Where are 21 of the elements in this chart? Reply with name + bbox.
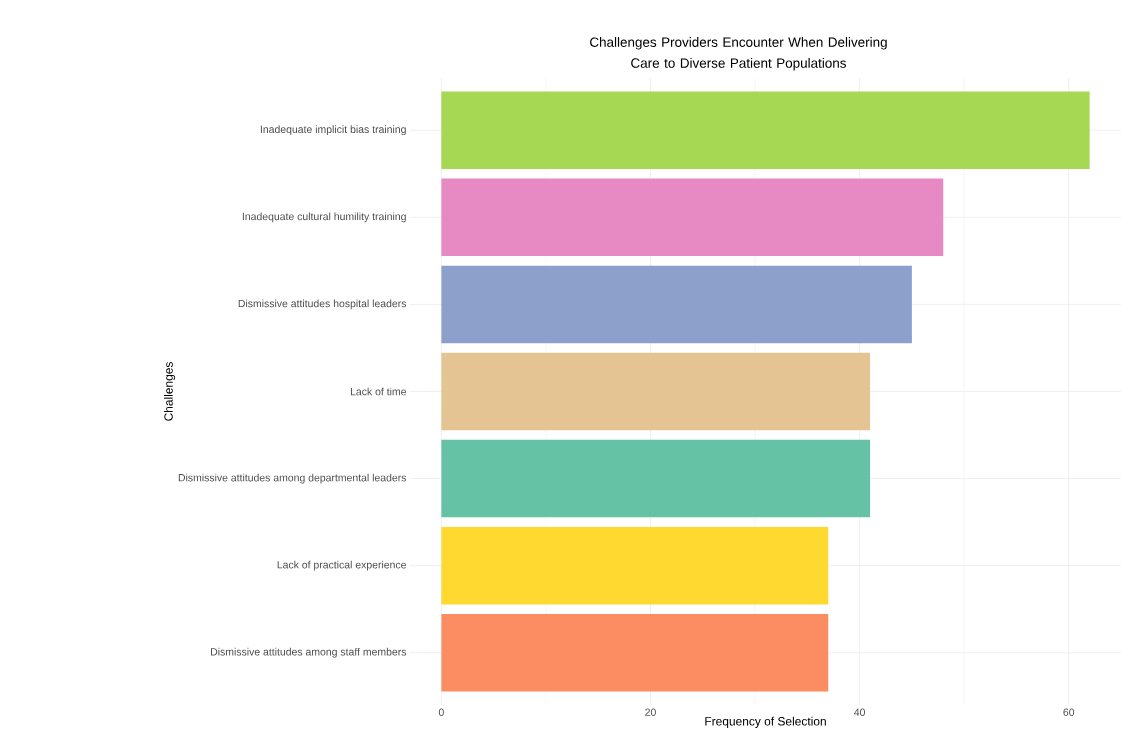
y-tick-label: Dismissive attitudes among departmental leaders [178, 473, 407, 484]
x-tick-label: 40 [854, 708, 866, 716]
bar [441, 91, 1090, 169]
y-tick-label: Lack of time [350, 387, 406, 396]
chart-title: Challenges Providers Encounter When Delivering Care to Diverse Patient Populations [590, 37, 887, 71]
y-tick-label: Dismissive attitudes hospital leaders [238, 299, 407, 310]
y-tick-label: Lack of practical experience [277, 560, 406, 571]
bar [441, 352, 871, 431]
y-tick-label: Inadequate implicit bias training [260, 125, 406, 136]
y-tick-label: Dismissive attitudes among staff members [211, 647, 407, 658]
bar [441, 526, 829, 605]
bar [441, 265, 912, 344]
x-tick-label: 0 [438, 708, 444, 716]
bar [441, 439, 871, 518]
x-tick-label: 60 [1063, 708, 1075, 716]
y-tick-label: Inadequate cultural humility training [242, 212, 406, 223]
bar [441, 613, 829, 692]
bar [441, 178, 944, 257]
y-axis-title: Challenges [164, 362, 176, 421]
x-axis-title: Frequency of Selection [705, 716, 826, 728]
x-tick-label: 20 [645, 708, 656, 716]
